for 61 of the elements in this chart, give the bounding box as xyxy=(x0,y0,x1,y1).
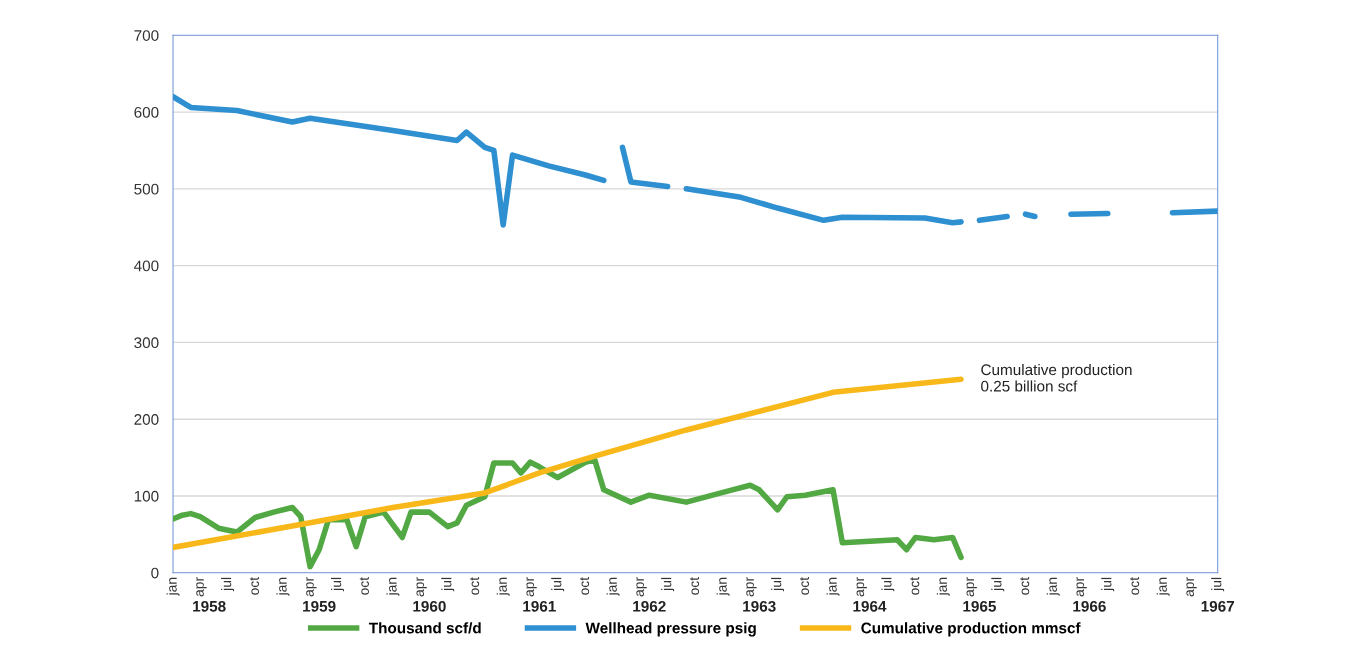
y-tick-label: 200 xyxy=(134,414,159,425)
x2-tick-label: 1967 xyxy=(1201,600,1235,612)
x-tick-label: apr xyxy=(1076,577,1087,597)
x-tick-label: jan xyxy=(386,577,400,596)
legend-label: Thousand scf/d xyxy=(368,622,481,634)
x2-tick-label: 1961 xyxy=(523,600,556,612)
y-tick-label: 100 xyxy=(134,490,159,502)
x2-tick-label: 1959 xyxy=(303,600,336,612)
x-tick-label: apr xyxy=(856,577,867,597)
x-tick-label: oct xyxy=(1020,577,1030,595)
x-tick-label: apr xyxy=(306,577,317,597)
x-tick-label: jan xyxy=(1156,577,1170,596)
y-tick-label: 300 xyxy=(134,337,159,349)
y-tick-label: 0 xyxy=(151,567,159,579)
x-tick-label: jan xyxy=(166,577,180,596)
x2-tick-label: 1962 xyxy=(633,600,666,612)
x-tick-label: apr xyxy=(966,577,977,597)
x-tick-label: jan xyxy=(606,577,620,596)
y-tick-label: 500 xyxy=(134,183,159,195)
x2-tick-label: 1963 xyxy=(743,600,776,612)
y-tick-label: 700 xyxy=(134,30,159,41)
legend-label: Wellhead pressure psig xyxy=(585,622,756,637)
x-tick-label: jan xyxy=(826,577,840,596)
x-tick-label: apr xyxy=(416,577,427,597)
x-tick-label: apr xyxy=(746,577,757,597)
x-tick-label: jan xyxy=(496,577,510,596)
x-tick-label: apr xyxy=(526,577,537,597)
x-tick-label: jan xyxy=(936,577,950,596)
x-tick-label: jul xyxy=(221,577,235,592)
x-tick-label: jan xyxy=(1046,577,1060,596)
x-tick-label: apr xyxy=(636,577,647,597)
x-tick-label: jul xyxy=(881,577,895,592)
x-tick-label: oct xyxy=(799,577,810,595)
x2-tick-label: 1964 xyxy=(853,600,887,612)
annotation: Cumulative production 0.25 billion scf xyxy=(981,363,1132,392)
x-tick-label: jul xyxy=(771,577,785,592)
x-tick-label: oct xyxy=(249,577,259,595)
x-tick-label: oct xyxy=(359,577,369,595)
x-tick-label: jul xyxy=(1211,577,1225,592)
x-tick-label: jul xyxy=(991,577,1005,592)
x-tick-label: apr xyxy=(196,577,207,597)
x-tick-label: jul xyxy=(331,577,344,592)
x2-tick-label: 1966 xyxy=(1073,600,1106,612)
x-tick-label: jan xyxy=(716,577,730,596)
x-tick-label: apr xyxy=(1186,577,1197,597)
x-tick-label: oct xyxy=(910,577,920,595)
x-tick-label: oct xyxy=(580,577,590,595)
x2-tick-label: 1965 xyxy=(963,600,996,612)
legend-label: Cumulative production mmscf xyxy=(861,622,1081,637)
x-tick-label: jul xyxy=(551,577,565,592)
x-tick-label: jul xyxy=(441,577,455,592)
x-tick-label: jul xyxy=(661,577,675,592)
x-tick-label: oct xyxy=(470,577,480,595)
x-tick-label: oct xyxy=(689,577,700,595)
x-tick-label: jan xyxy=(276,577,290,596)
x2-tick-label: 1958 xyxy=(193,600,226,612)
x-tick-label: oct xyxy=(1130,577,1140,595)
y-tick-label: 400 xyxy=(134,260,159,272)
y-tick-label: 600 xyxy=(134,106,159,118)
x2-tick-label: 1960 xyxy=(413,600,446,612)
x-tick-label: jul xyxy=(1101,577,1115,592)
